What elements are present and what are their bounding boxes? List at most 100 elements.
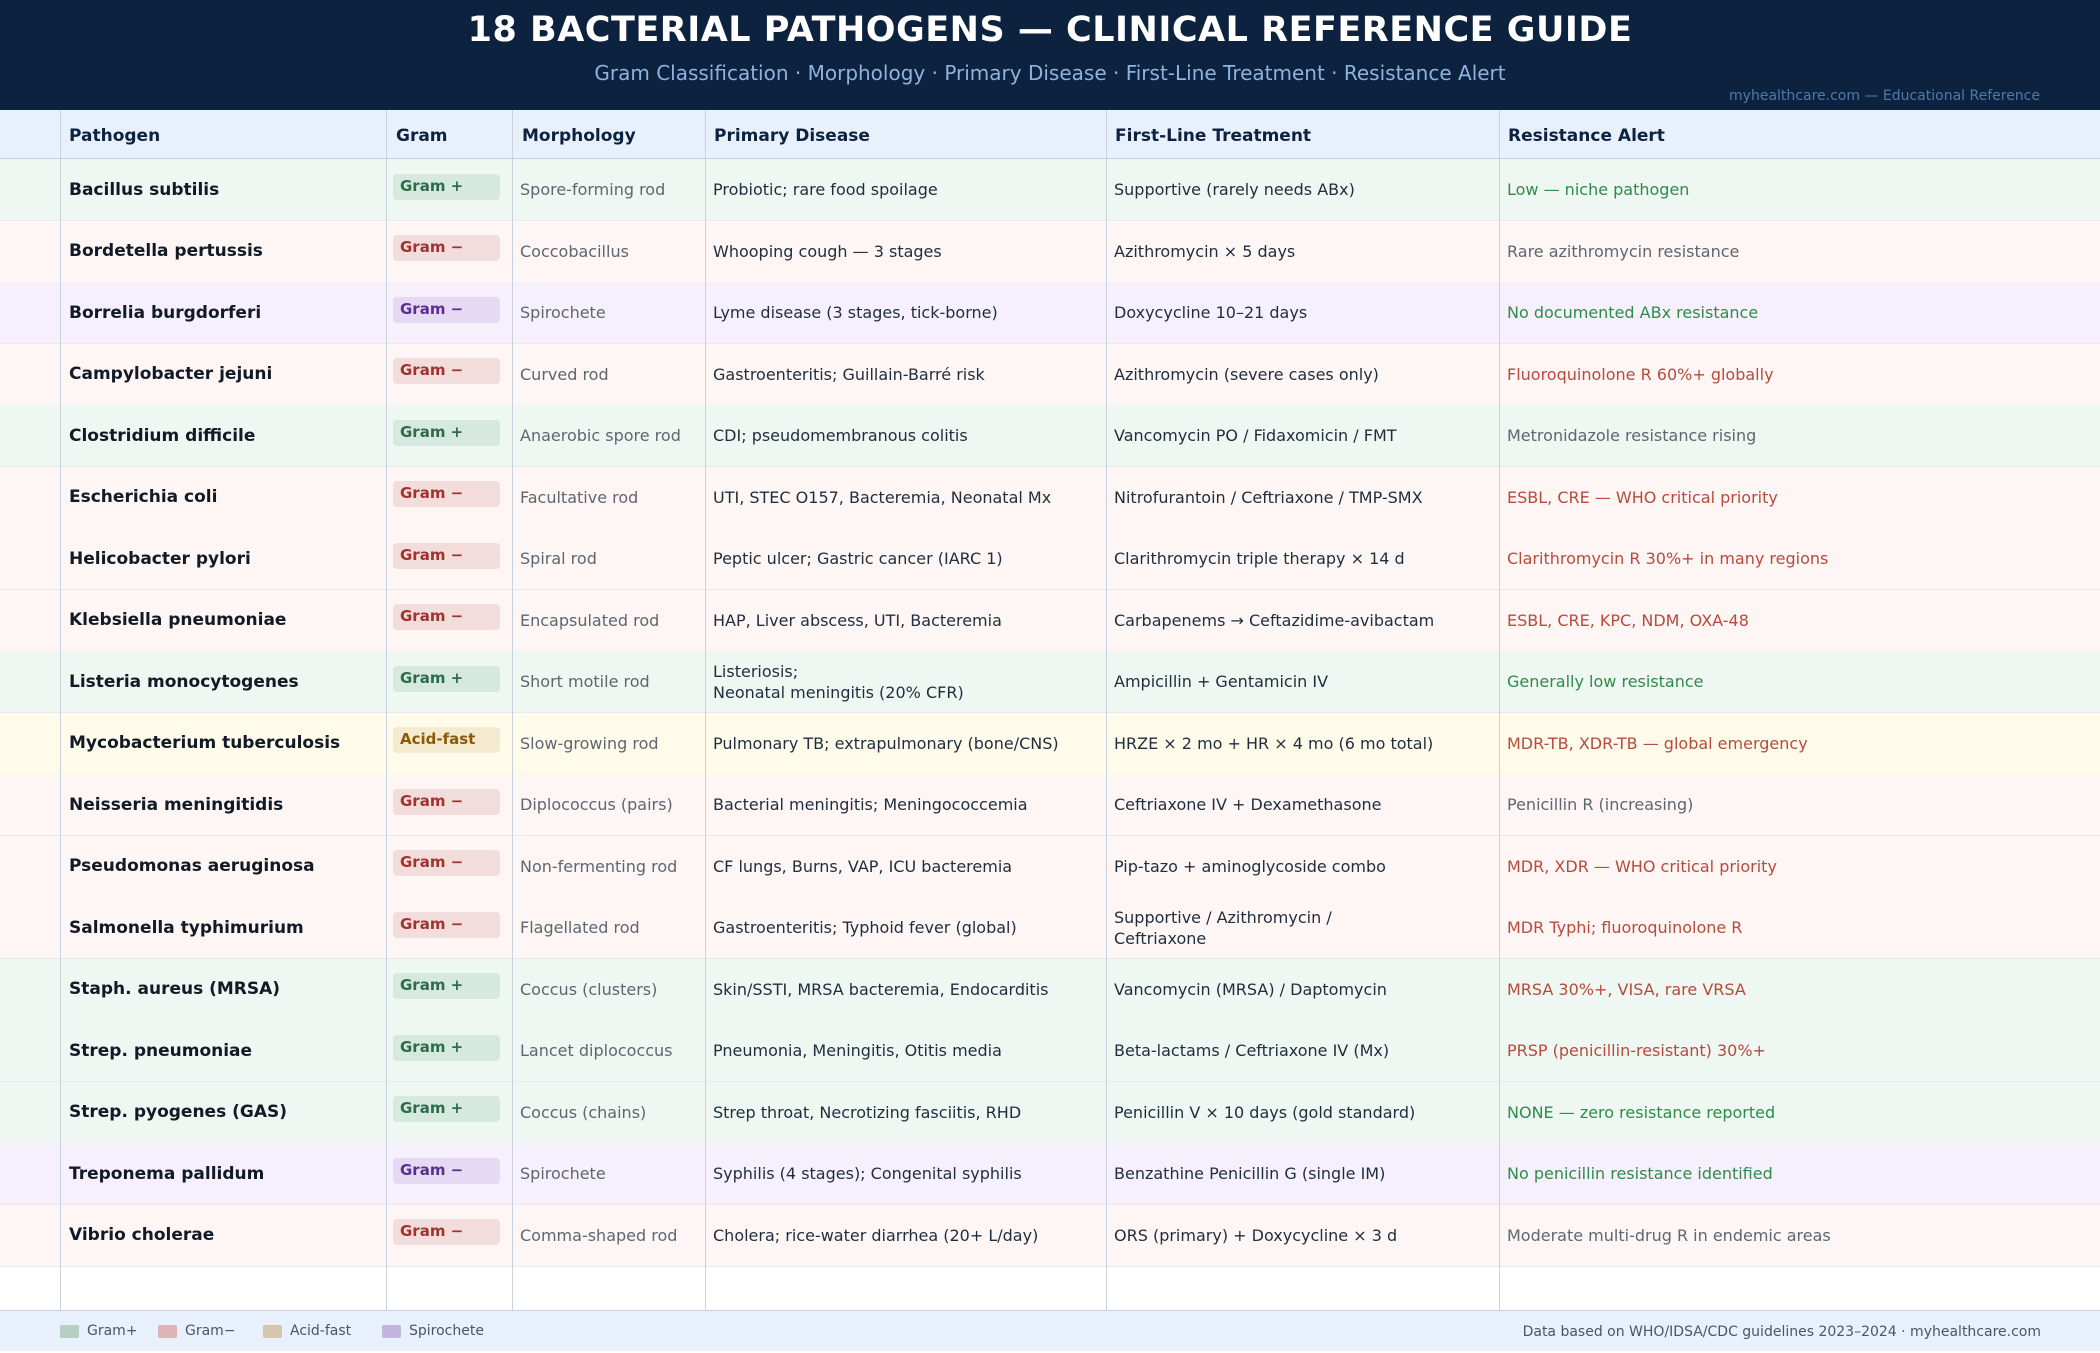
gram-badge: Gram + [393, 419, 500, 446]
first-line-treatment: Vancomycin PO / Fidaxomicin / FMT [1114, 426, 1397, 445]
gram-cell: Gram + [393, 405, 503, 466]
morphology: Coccobacillus [520, 241, 629, 261]
table-row: Helicobacter pylori Gram − Spiral rod Pepti… [0, 528, 2100, 590]
gram-cell: Acid-fast [393, 713, 503, 774]
pathogen-name: Staph. aureus (MRSA) [69, 979, 281, 999]
table-row: Vibrio cholerae Gram − Comma-shaped rod Cho… [0, 1204, 2100, 1267]
resistance-alert: Moderate multi-drug R in endemic areas [1507, 1225, 1831, 1245]
column-divider [60, 110, 61, 1310]
table-header: Pathogen Gram Morphology Primary Disease… [0, 110, 2100, 159]
pathogen-name: Escherichia coli [69, 487, 218, 507]
pathogen-name: Treponema pallidum [69, 1163, 265, 1184]
legend-label: Gram− [185, 1323, 236, 1339]
gram-cell: Gram + [393, 959, 503, 1020]
gram-cell: Gram − [393, 836, 503, 897]
legend-footer: Gram+ Gram− Acid-fast Spirochete Data ba… [0, 1310, 2100, 1351]
table-row: Escherichia coli Gram − Facultative rod UTI… [0, 466, 2100, 529]
table-row: Klebsiella pneumoniae Gram − Encapsulated … [0, 589, 2100, 652]
pathogen-name: Helicobacter pylori [69, 548, 251, 569]
page-title: 18 BACTERIAL PATHOGENS — CLINICAL REFERE… [467, 10, 1633, 50]
primary-disease: Strep throat, Necrotizing fasciitis, RHD [713, 1102, 1022, 1122]
morphology: Coccus (clusters) [520, 979, 658, 999]
resistance-alert: Low — niche pathogen [1507, 180, 1690, 199]
page-header: 18 BACTERIAL PATHOGENS — CLINICAL REFERE… [0, 0, 2100, 110]
site-credit: myhealthcare.com — Educational Reference [1729, 88, 2040, 104]
first-line-treatment: Beta-lactams / Ceftriaxone IV (Mx) [1114, 1041, 1390, 1060]
legend-swatch-gram-negative [158, 1324, 177, 1338]
morphology: Encapsulated rod [520, 610, 660, 630]
gram-cell: Gram − [393, 897, 503, 958]
first-line-treatment: ORS (primary) + Doxycycline × 3 d [1114, 1225, 1398, 1245]
resistance-alert: PRSP (penicillin-resistant) 30%+ [1507, 1041, 1766, 1060]
table-row: Bacillus subtilis Gram + Spore-forming rod… [0, 159, 2100, 221]
resistance-alert: Rare azithromycin resistance [1507, 241, 1740, 261]
legend-label: Spirochete [409, 1323, 484, 1339]
pathogen-name: Borrelia burgdorferi [69, 302, 262, 323]
resistance-alert: Fluoroquinolone R 60%+ globally [1507, 364, 1774, 384]
pathogen-name: Listeria monocytogenes [69, 671, 299, 692]
gram-cell: Gram + [393, 1082, 503, 1143]
table-row: Campylobacter jejuni Gram − Curved rod Gast… [0, 343, 2100, 406]
footer-note: Data based on WHO/IDSA/CDC guidelines 20… [1522, 1324, 2041, 1340]
legend-item: Gram+ [60, 1311, 138, 1351]
morphology: Spirochete [520, 1164, 606, 1183]
legend-swatch-acid-fast [263, 1324, 282, 1338]
morphology: Non-fermenting rod [520, 856, 678, 876]
table-row: Salmonella typhimurium Gram − Flagellated … [0, 897, 2100, 959]
gram-badge: Gram − [393, 358, 500, 384]
primary-disease: Peptic ulcer; Gastric cancer (IARC 1) [713, 549, 1003, 568]
column-header-primary-disease: Primary Disease [714, 126, 870, 146]
resistance-alert: Generally low resistance [1507, 672, 1704, 691]
resistance-alert: ESBL, CRE, KPC, NDM, OXA-48 [1507, 610, 1749, 630]
table-row: Strep. pneumoniae Gram + Lancet diplococcu… [0, 1020, 2100, 1082]
legend-label: Gram+ [87, 1323, 138, 1339]
gram-cell: Gram − [393, 344, 503, 405]
gram-badge: Gram − [393, 296, 500, 323]
gram-badge: Gram + [393, 973, 500, 999]
legend-item: Gram− [158, 1311, 236, 1351]
pathogen-name: Salmonella typhimurium [69, 917, 304, 938]
morphology: Short motile rod [520, 672, 650, 691]
morphology: Slow-growing rod [520, 733, 659, 753]
gram-badge: Gram − [393, 542, 500, 569]
table-row: Strep. pyogenes (GAS) Gram + Coccus (chain… [0, 1081, 2100, 1144]
resistance-alert: Metronidazole resistance rising [1507, 426, 1757, 445]
gram-cell: Gram − [393, 1143, 503, 1204]
morphology: Lancet diplococcus [520, 1041, 673, 1060]
first-line-treatment: Supportive (rarely needs ABx) [1114, 180, 1355, 199]
primary-disease: Syphilis (4 stages); Congenital syphilis [713, 1164, 1022, 1183]
morphology: Curved rod [520, 364, 609, 384]
gram-cell: Gram − [393, 1205, 503, 1266]
primary-disease: Listeriosis; Neonatal meningitis (20% CF… [713, 661, 964, 702]
pathogen-name: Neisseria meningitidis [69, 794, 284, 815]
column-divider [705, 110, 706, 1310]
gram-cell: Gram − [393, 590, 503, 651]
column-header-pathogen: Pathogen [69, 126, 161, 146]
primary-disease: CF lungs, Burns, VAP, ICU bacteremia [713, 856, 1013, 876]
column-divider [1499, 110, 1500, 1310]
gram-badge: Gram − [393, 1219, 500, 1245]
table-row: Borrelia burgdorferi Gram − Spirochete Lyme… [0, 282, 2100, 344]
gram-badge: Gram − [393, 911, 500, 938]
resistance-alert: MRSA 30%+, VISA, rare VRSA [1507, 979, 1746, 999]
column-header-resistance-alert: Resistance Alert [1508, 126, 1665, 146]
primary-disease: CDI; pseudomembranous colitis [713, 426, 968, 445]
primary-disease: Gastroenteritis; Guillain-Barré risk [713, 364, 985, 384]
table-row: Staph. aureus (MRSA) Gram + Coccus (cluste… [0, 958, 2100, 1021]
primary-disease: HAP, Liver abscess, UTI, Bacteremia [713, 610, 1002, 630]
table-row: Neisseria meningitidis Gram − Diplococcus … [0, 774, 2100, 836]
primary-disease: Probiotic; rare food spoilage [713, 180, 938, 199]
pathogen-name: Vibrio cholerae [69, 1225, 215, 1245]
table-row: Clostridium difficile Gram + Anaerobic spo… [0, 405, 2100, 467]
first-line-treatment: Carbapenems → Ceftazidime-avibactam [1114, 610, 1435, 630]
resistance-alert: ESBL, CRE — WHO critical priority [1507, 487, 1778, 507]
table-row: Treponema pallidum Gram − Spirochete Syphil… [0, 1143, 2100, 1205]
first-line-treatment: Vancomycin (MRSA) / Daptomycin [1114, 979, 1387, 999]
gram-badge: Gram − [393, 850, 500, 876]
gram-cell: Gram − [393, 528, 503, 589]
gram-badge: Gram + [393, 665, 500, 692]
resistance-alert: Clarithromycin R 30%+ in many regions [1507, 549, 1829, 568]
morphology: Coccus (chains) [520, 1102, 647, 1122]
primary-disease: Pulmonary TB; extrapulmonary (bone/CNS) [713, 733, 1059, 753]
resistance-alert: MDR Typhi; fluoroquinolone R [1507, 918, 1743, 937]
